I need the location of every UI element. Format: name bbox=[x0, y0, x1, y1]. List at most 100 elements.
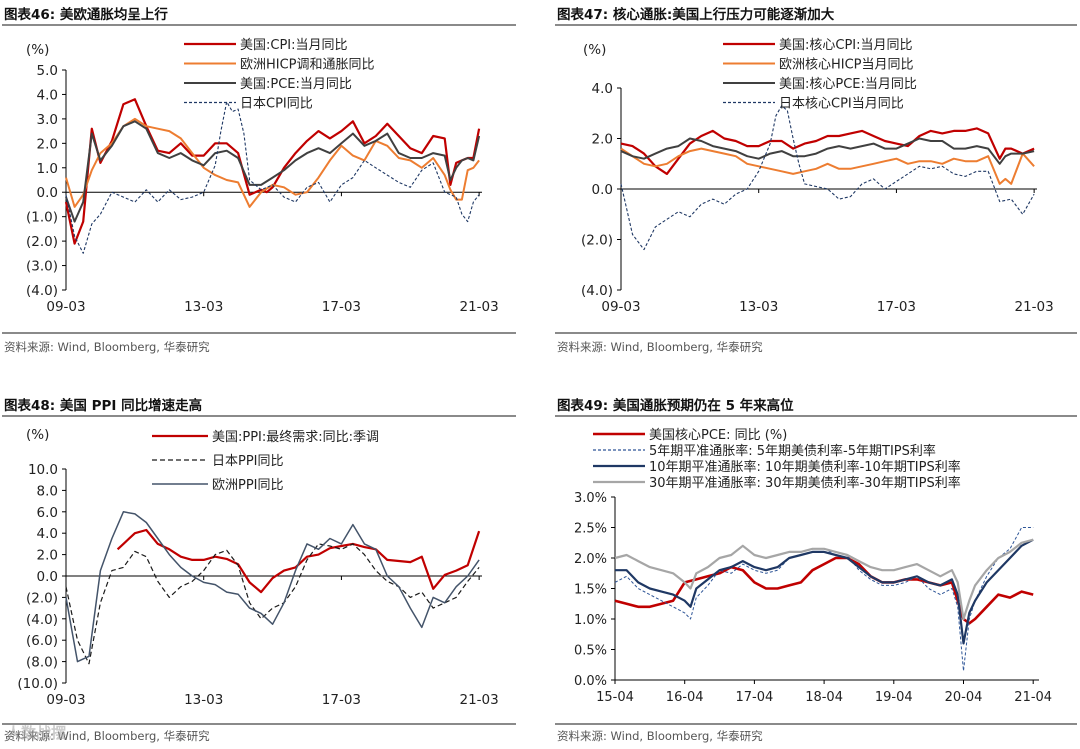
y-tick-label: 1.0% bbox=[574, 613, 607, 628]
y-tick-label: 8.0 bbox=[37, 483, 58, 499]
series-line-2 bbox=[65, 543, 480, 665]
panel-chart-46: 图表46: 美欧通胀均呈上行 (%) 5.0 4.0 3.0 2.0 1.0 0.0 (1.0… bbox=[2, 0, 516, 360]
series-line-3 bbox=[65, 511, 480, 663]
y-tick-label: 1.0 bbox=[37, 161, 58, 177]
y-tick-label: 10.0 bbox=[28, 462, 58, 478]
x-tick-label: 21-04 bbox=[1014, 690, 1052, 705]
panel-chart-48: 图表48: 美国 PPI 同比增速走高 (%) 10.0 8.0 6.0 4.0 2.0 0… bbox=[2, 391, 516, 749]
y-tick-label: 0.0 bbox=[37, 569, 58, 585]
line-chart: 3.0% 2.5% 2.0% 1.5% 1.0% 0.5% 0.0%15-04 16-04 17… bbox=[574, 428, 1052, 705]
legend-label: 日本PPI同比 bbox=[212, 454, 284, 469]
x-tick-label: 21-03 bbox=[1015, 299, 1054, 315]
x-tick-label: 09-03 bbox=[46, 692, 85, 708]
series-line-1 bbox=[64, 98, 481, 245]
legend-label: 5年期平准通胀率: 5年期美债利率-5年期TIPS利率 bbox=[649, 443, 936, 459]
series-line-4 bbox=[65, 101, 480, 254]
y-tick-label: (2.0) bbox=[26, 234, 58, 250]
x-tick-label: 17-03 bbox=[322, 299, 361, 315]
y-tick-label: 0.0% bbox=[574, 674, 607, 689]
legend-label: 美国核心PCE: 同比 (%) bbox=[649, 428, 787, 443]
line-chart: (%) 5.0 4.0 3.0 2.0 1.0 0.0 (1.0) (2.0) (3.0) (4.0… bbox=[26, 38, 499, 315]
y-tick-label: 0.0 bbox=[37, 185, 58, 201]
source-note: 资料来源: Wind, Bloomberg, 华泰研究 bbox=[4, 340, 210, 354]
legend-label: 10年期平准通胀率: 10年期美债利率-10年期TIPS利率 bbox=[649, 459, 961, 475]
y-tick-label: 2.0% bbox=[574, 552, 607, 567]
series-line-2 bbox=[614, 527, 1034, 672]
legend-label: 日本核心CPI当月同比 bbox=[779, 97, 904, 112]
y-tick-label: 1.5% bbox=[574, 583, 607, 598]
legend-label: 30年期平准通胀率: 30年期美债利率-30年期TIPS利率 bbox=[649, 475, 961, 491]
unit-label: (%) bbox=[26, 427, 49, 443]
chart-title: 图表46: 美欧通胀均呈上行 bbox=[4, 7, 168, 23]
y-tick-label: (4.0) bbox=[581, 283, 613, 299]
x-tick-label: 21-03 bbox=[460, 299, 499, 315]
legend-label: 欧洲HICP调和通胀同比 bbox=[240, 58, 375, 73]
y-tick-label: 2.0 bbox=[592, 132, 613, 148]
x-tick-label: 17-03 bbox=[322, 692, 361, 708]
series-line-4 bbox=[614, 538, 1034, 621]
x-tick-label: 13-03 bbox=[184, 299, 223, 315]
y-tick-label: 0.5% bbox=[574, 644, 607, 659]
y-tick-label: 3.0% bbox=[574, 491, 607, 506]
x-tick-label: 13-03 bbox=[184, 692, 223, 708]
legend-label: 美国:核心CPI:当月同比 bbox=[779, 38, 913, 53]
y-tick-label: (2.0) bbox=[26, 590, 58, 606]
source-note: 资料来源: Wind, Bloomberg, 华泰研究 bbox=[4, 729, 210, 743]
y-tick-label: 5.0 bbox=[37, 63, 58, 79]
chart-title: 图表47: 核心通胀:美国上行压力可能逐渐加大 bbox=[557, 7, 835, 23]
y-tick-label: (1.0) bbox=[26, 210, 58, 226]
source-divider bbox=[2, 723, 516, 725]
y-tick-label: 4.0 bbox=[37, 526, 58, 542]
series-line-1 bbox=[614, 556, 1034, 625]
x-tick-label: 19-04 bbox=[875, 690, 913, 705]
y-tick-label: 6.0 bbox=[37, 505, 58, 521]
chart-title: 图表48: 美国 PPI 同比增速走高 bbox=[4, 398, 203, 414]
title-bar: 图表49: 美国通胀预期仍在 5 年来高位 bbox=[555, 391, 1077, 417]
legend-label: 美国:CPI:当月同比 bbox=[240, 38, 348, 53]
line-chart: (%) 4.0 2.0 0.0 (2.0) (4.0)09-03 13-03 17-03 21-… bbox=[581, 38, 1054, 315]
unit-label: (%) bbox=[26, 42, 49, 58]
x-tick-label: 15-04 bbox=[596, 690, 634, 705]
legend-label: 欧洲核心HICP当月同比 bbox=[779, 58, 914, 73]
series-line-3 bbox=[615, 538, 1034, 645]
y-tick-label: (4.0) bbox=[26, 612, 58, 628]
x-tick-label: 20-04 bbox=[945, 690, 983, 705]
series-line-2 bbox=[65, 117, 480, 208]
series-line-3 bbox=[65, 120, 481, 223]
y-tick-label: 4.0 bbox=[592, 81, 613, 97]
legend-label: 美国:PCE:当月同比 bbox=[240, 77, 352, 92]
x-tick-label: 13-03 bbox=[739, 299, 778, 315]
y-tick-label: 4.0 bbox=[37, 87, 58, 103]
legend-label: 欧洲PPI同比 bbox=[212, 478, 284, 493]
x-tick-label: 17-03 bbox=[877, 299, 916, 315]
series-line-1 bbox=[620, 127, 1035, 175]
title-bar: 图表48: 美国 PPI 同比增速走高 bbox=[2, 391, 516, 417]
watermark-text: 人数战摆 bbox=[6, 724, 67, 742]
y-tick-label: 0.0 bbox=[592, 182, 613, 198]
legend-label: 日本CPI同比 bbox=[240, 97, 313, 112]
legend-label: 美国:核心PCE:当月同比 bbox=[779, 77, 917, 92]
title-bar: 图表46: 美欧通胀均呈上行 bbox=[2, 0, 516, 26]
chart-title: 图表49: 美国通胀预期仍在 5 年来高位 bbox=[557, 398, 794, 414]
legend-label: 美国:PPI:最终需求:同比:季调 bbox=[212, 429, 379, 445]
panel-chart-47: 图表47: 核心通胀:美国上行压力可能逐渐加大 (%) 4.0 2.0 0.0 (2.0… bbox=[555, 0, 1077, 360]
x-tick-label: 16-04 bbox=[666, 690, 704, 705]
source-divider bbox=[555, 723, 1077, 725]
y-tick-label: (2.0) bbox=[581, 233, 613, 249]
line-chart: (%) 10.0 8.0 6.0 4.0 2.0 0.0 (2.0) (4.0) (6.0) (8.… bbox=[17, 427, 499, 708]
x-tick-label: 09-03 bbox=[46, 299, 85, 315]
source-note: 资料来源: Wind, Bloomberg, 华泰研究 bbox=[557, 340, 763, 354]
y-tick-label: (10.0) bbox=[17, 676, 58, 692]
x-tick-label: 09-03 bbox=[601, 299, 640, 315]
y-tick-label: (3.0) bbox=[26, 259, 58, 275]
x-tick-label: 17-04 bbox=[736, 690, 774, 705]
unit-label: (%) bbox=[583, 42, 606, 58]
source-divider bbox=[555, 332, 1077, 334]
y-tick-label: (8.0) bbox=[26, 655, 58, 671]
series-line-4 bbox=[620, 105, 1035, 251]
x-tick-label: 21-03 bbox=[460, 692, 499, 708]
source-note: 资料来源: Wind, Bloomberg, 华泰研究 bbox=[557, 729, 763, 743]
y-tick-label: (6.0) bbox=[26, 633, 58, 649]
title-bar: 图表47: 核心通胀:美国上行压力可能逐渐加大 bbox=[555, 0, 1077, 26]
y-tick-label: 2.0 bbox=[37, 548, 58, 564]
